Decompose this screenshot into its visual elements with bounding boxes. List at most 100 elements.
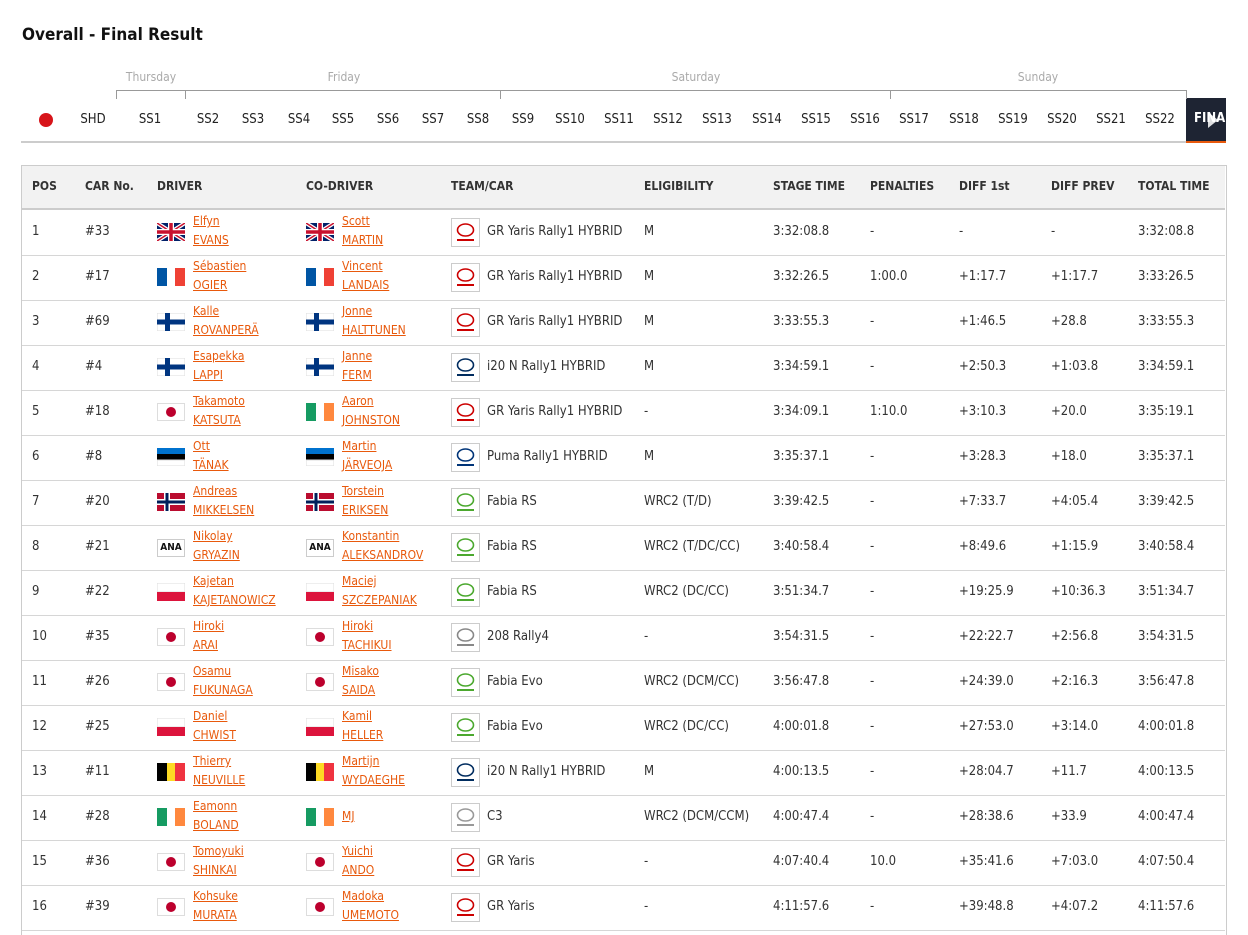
stage-tab[interactable]: SS16 <box>850 112 880 127</box>
driver-name[interactable]: EVANS <box>193 233 229 247</box>
driver-name[interactable]: Kalle <box>193 304 220 318</box>
stage-tab[interactable]: SS17 <box>899 112 929 127</box>
driver-name[interactable]: MIKKELSEN <box>193 503 255 517</box>
co-driver-name[interactable]: HALTTUNEN <box>342 323 406 337</box>
penalties: - <box>870 809 875 824</box>
stage-tab[interactable]: SS12 <box>653 112 683 127</box>
stage-tab[interactable]: SS4 <box>287 112 311 127</box>
flag <box>156 582 186 605</box>
driver-name[interactable]: CHWIST <box>193 728 236 742</box>
co-driver-name[interactable]: Konstantin <box>342 529 400 543</box>
driver-name[interactable]: FUKUNAGA <box>193 683 253 697</box>
co-driver-name[interactable]: WYDAEGHE <box>342 773 405 787</box>
driver-name[interactable]: Daniel <box>193 709 228 723</box>
driver-name[interactable]: ARAI <box>193 638 218 652</box>
stage-tab[interactable]: SS2 <box>196 112 220 127</box>
co-driver-name[interactable]: Madoka <box>342 889 385 903</box>
driver-name[interactable]: Hiroki <box>193 619 225 633</box>
driver-name[interactable]: OGIER <box>193 278 228 292</box>
row-divider <box>22 750 1225 751</box>
car-no: #35 <box>85 629 110 644</box>
co-driver-name[interactable]: TACHIKUI <box>342 638 392 652</box>
stage-tab[interactable]: SS3 <box>241 112 265 127</box>
co-driver-name[interactable]: Janne <box>342 349 373 363</box>
driver-name[interactable]: Thierry <box>193 754 232 768</box>
co-driver-name[interactable]: Maciej <box>342 574 377 588</box>
pos: 5 <box>32 404 40 419</box>
driver-name[interactable]: Osamu <box>193 664 232 678</box>
driver-name[interactable]: KATSUTA <box>193 413 241 427</box>
co-driver-name[interactable]: SZCZEPANIAK <box>342 593 417 607</box>
driver-name[interactable]: Esapekka <box>193 349 245 363</box>
stage-tab[interactable]: SS21 <box>1096 112 1126 127</box>
row-divider <box>22 345 1225 346</box>
stage-tab[interactable]: SS1 <box>138 112 162 127</box>
stage-tab[interactable]: SS10 <box>555 112 585 127</box>
stage-tab[interactable]: SS22 <box>1145 112 1175 127</box>
driver-name[interactable]: Kohsuke <box>193 889 238 903</box>
co-driver-name[interactable]: Martin <box>342 439 377 453</box>
driver-name[interactable]: Takamoto <box>193 394 245 408</box>
driver-name[interactable]: SHINKAI <box>193 863 237 877</box>
stage-tab[interactable]: SHD <box>80 112 106 127</box>
final-tab[interactable]: FINAL <box>1186 98 1226 143</box>
stage-tab[interactable]: SS13 <box>702 112 732 127</box>
driver-name[interactable]: LAPPI <box>193 368 223 382</box>
driver-name[interactable]: KAJETANOWICZ <box>193 593 276 607</box>
driver-name[interactable]: ROVANPERÄ <box>193 323 259 337</box>
pos: 12 <box>32 719 47 734</box>
co-driver-name[interactable]: JOHNSTON <box>342 413 400 427</box>
co-driver-name[interactable]: SAIDA <box>342 683 376 697</box>
co-driver-name[interactable]: ANDO <box>342 863 375 877</box>
stage-tab[interactable]: SS6 <box>376 112 400 127</box>
stage-tab[interactable]: SS7 <box>421 112 445 127</box>
stage-tab[interactable]: SS11 <box>604 112 634 127</box>
co-driver-name[interactable]: MARTIN <box>342 233 384 247</box>
stage-tab[interactable]: SS19 <box>998 112 1028 127</box>
co-driver-name[interactable]: UMEMOTO <box>342 908 399 922</box>
stage-tab[interactable]: SS5 <box>331 112 355 127</box>
stage-tab[interactable]: SS8 <box>466 112 490 127</box>
stage-tab[interactable]: SS18 <box>949 112 979 127</box>
co-driver-name[interactable]: JÄRVEOJA <box>342 458 393 472</box>
co-driver-name[interactable]: Martijn <box>342 754 380 768</box>
co-driver-name[interactable]: Misako <box>342 664 379 678</box>
driver-name[interactable]: Sébastien <box>193 259 247 273</box>
co-driver-name[interactable]: Hiroki <box>342 619 374 633</box>
penalties: - <box>870 494 875 509</box>
co-driver-name[interactable]: Yuichi <box>342 844 373 858</box>
co-driver-name[interactable]: HELLER <box>342 728 384 742</box>
stage-tab[interactable]: SS14 <box>752 112 782 127</box>
diff-1st: +35:41.6 <box>959 854 1014 869</box>
driver-name[interactable]: MURATA <box>193 908 237 922</box>
co-driver-name[interactable]: Aaron <box>342 394 374 408</box>
pos: 2 <box>32 269 40 284</box>
co-driver-name[interactable]: Scott <box>342 214 370 228</box>
driver-name[interactable]: BOLAND <box>193 818 239 832</box>
row-divider <box>22 525 1225 526</box>
co-driver-name[interactable]: LANDAIS <box>342 278 390 292</box>
co-driver-name[interactable]: MJ <box>342 809 355 823</box>
co-driver-name[interactable]: ERIKSEN <box>342 503 389 517</box>
driver-name[interactable]: Andreas <box>193 484 238 498</box>
co-driver-name[interactable]: Kamil <box>342 709 372 723</box>
stage-tab[interactable]: SS15 <box>801 112 831 127</box>
driver-name[interactable]: Eamonn <box>193 799 238 813</box>
co-driver-name[interactable]: ALEKSANDROV <box>342 548 424 562</box>
driver-name[interactable]: Nikolay <box>193 529 233 543</box>
driver-name[interactable]: NEUVILLE <box>193 773 246 787</box>
stage-tab[interactable]: SS20 <box>1047 112 1077 127</box>
pos: 9 <box>32 584 40 599</box>
driver-name[interactable]: TÄNAK <box>193 458 229 472</box>
driver-name[interactable]: Kajetan <box>193 574 234 588</box>
driver-name[interactable]: Tomoyuki <box>193 844 244 858</box>
driver-name[interactable]: Ott <box>193 439 210 453</box>
co-driver-name[interactable]: Jonne <box>342 304 373 318</box>
co-driver-name[interactable]: Torstein <box>342 484 384 498</box>
driver-name[interactable]: Elfyn <box>193 214 220 228</box>
co-driver-name[interactable]: FERM <box>342 368 372 382</box>
stage-tab[interactable]: SS9 <box>511 112 535 127</box>
diff-1st: +19:25.9 <box>959 584 1014 599</box>
co-driver-name[interactable]: Vincent <box>342 259 383 273</box>
driver-name[interactable]: GRYAZIN <box>193 548 240 562</box>
